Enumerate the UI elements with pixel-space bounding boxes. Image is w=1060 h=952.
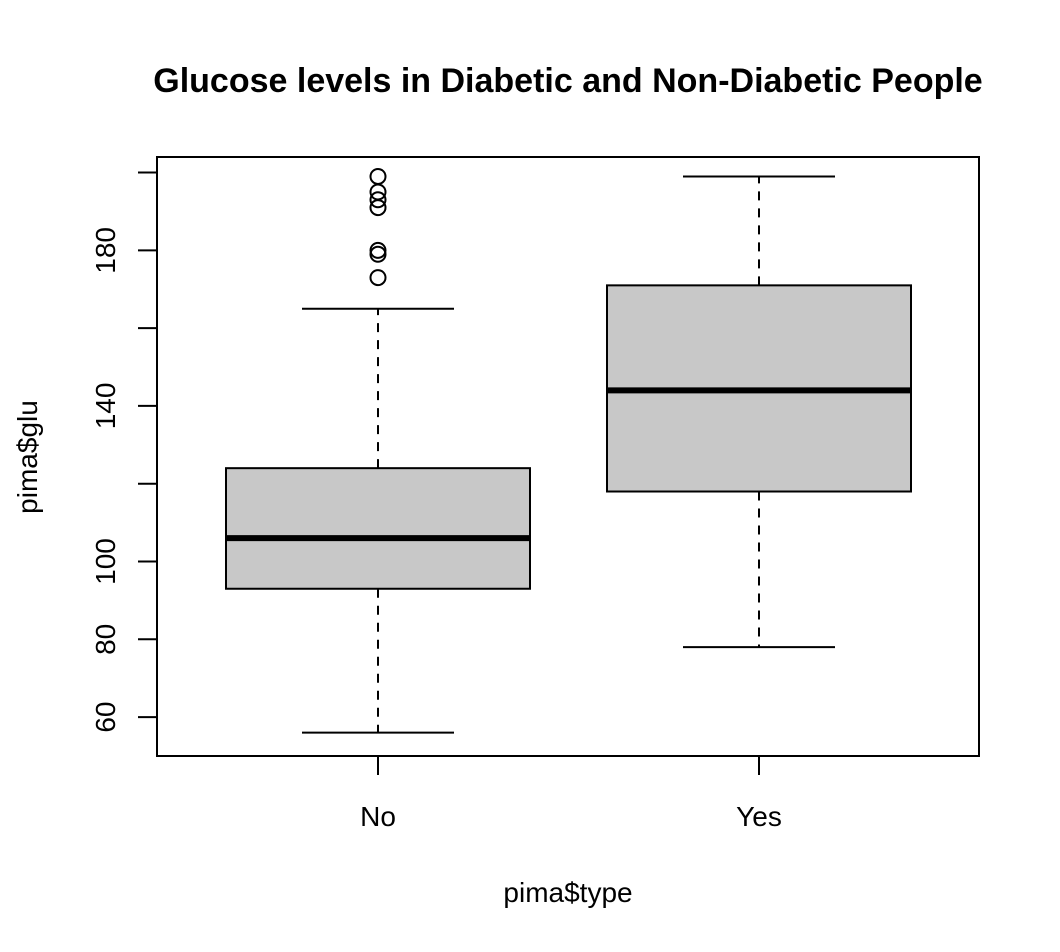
x-tick-label-no: No — [360, 801, 396, 832]
y-tick-label: 60 — [90, 702, 121, 733]
y-tick-label: 80 — [90, 624, 121, 655]
y-axis-label: pima$glu — [12, 400, 43, 514]
plot-frame — [156, 156, 980, 757]
outlier-point-no — [369, 167, 387, 185]
x-axis-label: pima$type — [503, 877, 632, 908]
y-tick-label: 100 — [90, 538, 121, 585]
box-no — [225, 467, 531, 590]
y-tick-label: 140 — [90, 383, 121, 430]
chart-title: Glucose levels in Diabetic and Non-Diabe… — [153, 62, 982, 100]
plot-area: 60 80 100 140 180 No Yes — [90, 156, 980, 832]
y-tick-label: 180 — [90, 227, 121, 274]
outlier-point-no — [369, 191, 387, 209]
x-tick-label-yes: Yes — [736, 801, 782, 832]
outlier-point-no — [369, 241, 387, 259]
outlier-point-no — [369, 269, 387, 287]
